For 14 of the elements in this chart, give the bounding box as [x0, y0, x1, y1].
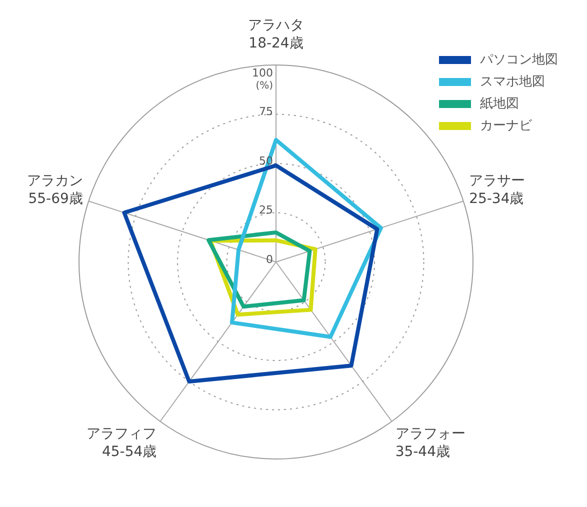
spoke-label: アラハタ 18-24歳 — [248, 18, 304, 52]
legend-label: スマホ地図 — [480, 74, 545, 90]
y-tick-label: 100 — [252, 66, 273, 80]
spoke-label: アラカン 55-69歳 — [26, 172, 83, 207]
spoke-label: アラフォー 35-44歳 — [395, 426, 466, 460]
y-tick-label: 75 — [259, 105, 273, 118]
legend-label: 紙地図 — [480, 96, 519, 112]
y-tick-label: 25 — [259, 204, 273, 217]
y-tick-label: 0 — [266, 252, 273, 266]
spoke-label: アラフィフ 45-54歳 — [86, 426, 157, 460]
spoke-label: アラサー 25-34歳 — [469, 172, 526, 207]
legend-label: パソコン地図 — [479, 52, 558, 68]
text: (%) — [256, 80, 274, 92]
legend-label: カーナビ — [480, 118, 533, 134]
